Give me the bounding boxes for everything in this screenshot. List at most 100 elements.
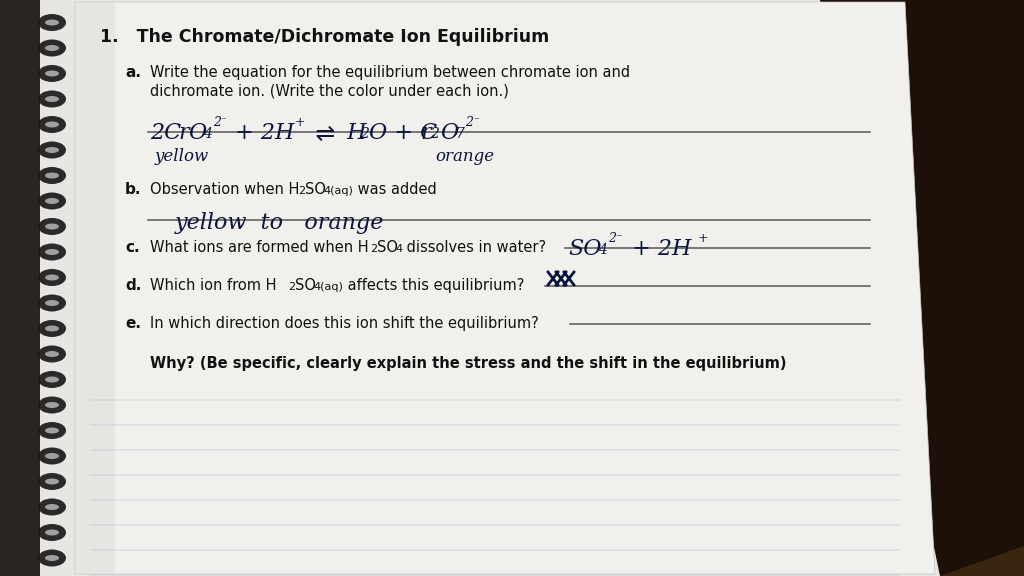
- Text: 1.   The Chromate/Dichromate Ion Equilibrium: 1. The Chromate/Dichromate Ion Equilibri…: [100, 28, 549, 46]
- Text: ⇌: ⇌: [308, 122, 335, 146]
- Ellipse shape: [45, 555, 59, 561]
- Bar: [0, 0, 40, 576]
- Text: yellow  to   orange: yellow to orange: [175, 212, 384, 234]
- Ellipse shape: [45, 377, 59, 382]
- Text: 4: 4: [598, 243, 607, 257]
- Text: + 2H: + 2H: [625, 238, 691, 260]
- Text: 2: 2: [298, 186, 305, 196]
- Ellipse shape: [45, 275, 59, 281]
- Text: a.: a.: [125, 65, 141, 80]
- Text: 2: 2: [465, 116, 473, 129]
- Ellipse shape: [38, 473, 66, 490]
- Text: SO: SO: [295, 278, 316, 293]
- Text: r: r: [178, 122, 188, 144]
- Text: affects this equilibrium?: affects this equilibrium?: [343, 278, 524, 293]
- Text: Why? (Be specific, clearly explain the stress and the shift in the equilibrium): Why? (Be specific, clearly explain the s…: [150, 356, 786, 371]
- Text: + 2H: + 2H: [228, 122, 294, 144]
- Text: orange: orange: [435, 148, 495, 165]
- Text: +: +: [698, 232, 709, 245]
- Ellipse shape: [38, 167, 66, 184]
- Ellipse shape: [38, 192, 66, 210]
- Text: yellow: yellow: [155, 148, 209, 165]
- Ellipse shape: [38, 346, 66, 362]
- Text: O: O: [188, 122, 206, 144]
- Ellipse shape: [45, 504, 59, 510]
- Text: e.: e.: [125, 316, 141, 331]
- Ellipse shape: [38, 90, 66, 108]
- Ellipse shape: [38, 244, 66, 260]
- Ellipse shape: [45, 427, 59, 434]
- Text: 4: 4: [395, 244, 402, 254]
- Ellipse shape: [38, 371, 66, 388]
- Text: dissolves in water?: dissolves in water?: [402, 240, 546, 255]
- Ellipse shape: [38, 396, 66, 414]
- Ellipse shape: [45, 20, 59, 25]
- Text: ⁻: ⁻: [473, 116, 479, 126]
- Ellipse shape: [38, 14, 66, 31]
- Text: 2: 2: [360, 127, 369, 141]
- Text: c.: c.: [125, 240, 139, 255]
- Text: SO: SO: [377, 240, 398, 255]
- Ellipse shape: [38, 448, 66, 464]
- Text: dichromate ion. (Write the color under each ion.): dichromate ion. (Write the color under e…: [150, 83, 509, 98]
- Text: d.: d.: [125, 278, 141, 293]
- Text: 2: 2: [288, 282, 295, 292]
- Ellipse shape: [45, 479, 59, 484]
- Ellipse shape: [45, 96, 59, 102]
- Polygon shape: [820, 0, 1024, 576]
- Text: 2C: 2C: [150, 122, 181, 144]
- Ellipse shape: [38, 498, 66, 516]
- Text: 2: 2: [213, 116, 221, 129]
- Text: O: O: [440, 122, 459, 144]
- Text: 7: 7: [455, 127, 464, 141]
- Ellipse shape: [38, 422, 66, 439]
- Text: 2: 2: [430, 127, 439, 141]
- Ellipse shape: [45, 249, 59, 255]
- Text: 4(aq): 4(aq): [313, 282, 343, 292]
- Ellipse shape: [45, 402, 59, 408]
- Text: H: H: [340, 122, 367, 144]
- Ellipse shape: [38, 524, 66, 541]
- Ellipse shape: [38, 65, 66, 82]
- Text: b.: b.: [125, 182, 141, 197]
- Text: SO: SO: [305, 182, 326, 197]
- Ellipse shape: [45, 351, 59, 357]
- Text: was added: was added: [353, 182, 437, 197]
- Ellipse shape: [45, 122, 59, 127]
- Ellipse shape: [38, 142, 66, 158]
- Text: Observation when H: Observation when H: [150, 182, 299, 197]
- Ellipse shape: [45, 300, 59, 306]
- Ellipse shape: [38, 40, 66, 56]
- Ellipse shape: [38, 294, 66, 312]
- Ellipse shape: [45, 172, 59, 179]
- Text: SO: SO: [568, 238, 601, 260]
- Polygon shape: [75, 2, 935, 574]
- Text: +: +: [295, 116, 305, 129]
- Ellipse shape: [45, 45, 59, 51]
- Text: ⁻: ⁻: [220, 116, 226, 126]
- Ellipse shape: [38, 269, 66, 286]
- Polygon shape: [75, 2, 115, 574]
- Text: Which ion from H: Which ion from H: [150, 278, 276, 293]
- Text: 2: 2: [370, 244, 377, 254]
- Text: r: r: [420, 122, 431, 144]
- Ellipse shape: [38, 320, 66, 337]
- Text: Write the equation for the equilibrium between chromate ion and: Write the equation for the equilibrium b…: [150, 65, 630, 80]
- Text: 4(aq): 4(aq): [323, 186, 353, 196]
- Ellipse shape: [45, 198, 59, 204]
- Text: O + C: O + C: [369, 122, 437, 144]
- Ellipse shape: [45, 325, 59, 332]
- Text: 4: 4: [203, 127, 212, 141]
- Ellipse shape: [45, 529, 59, 536]
- Ellipse shape: [45, 223, 59, 229]
- Ellipse shape: [45, 70, 59, 77]
- Text: 2⁻: 2⁻: [608, 232, 623, 245]
- Ellipse shape: [38, 218, 66, 235]
- Text: What ions are formed when H: What ions are formed when H: [150, 240, 369, 255]
- Ellipse shape: [38, 550, 66, 567]
- Polygon shape: [940, 546, 1024, 576]
- Text: In which direction does this ion shift the equilibrium?: In which direction does this ion shift t…: [150, 316, 539, 331]
- Ellipse shape: [45, 453, 59, 459]
- Ellipse shape: [38, 116, 66, 133]
- Ellipse shape: [45, 147, 59, 153]
